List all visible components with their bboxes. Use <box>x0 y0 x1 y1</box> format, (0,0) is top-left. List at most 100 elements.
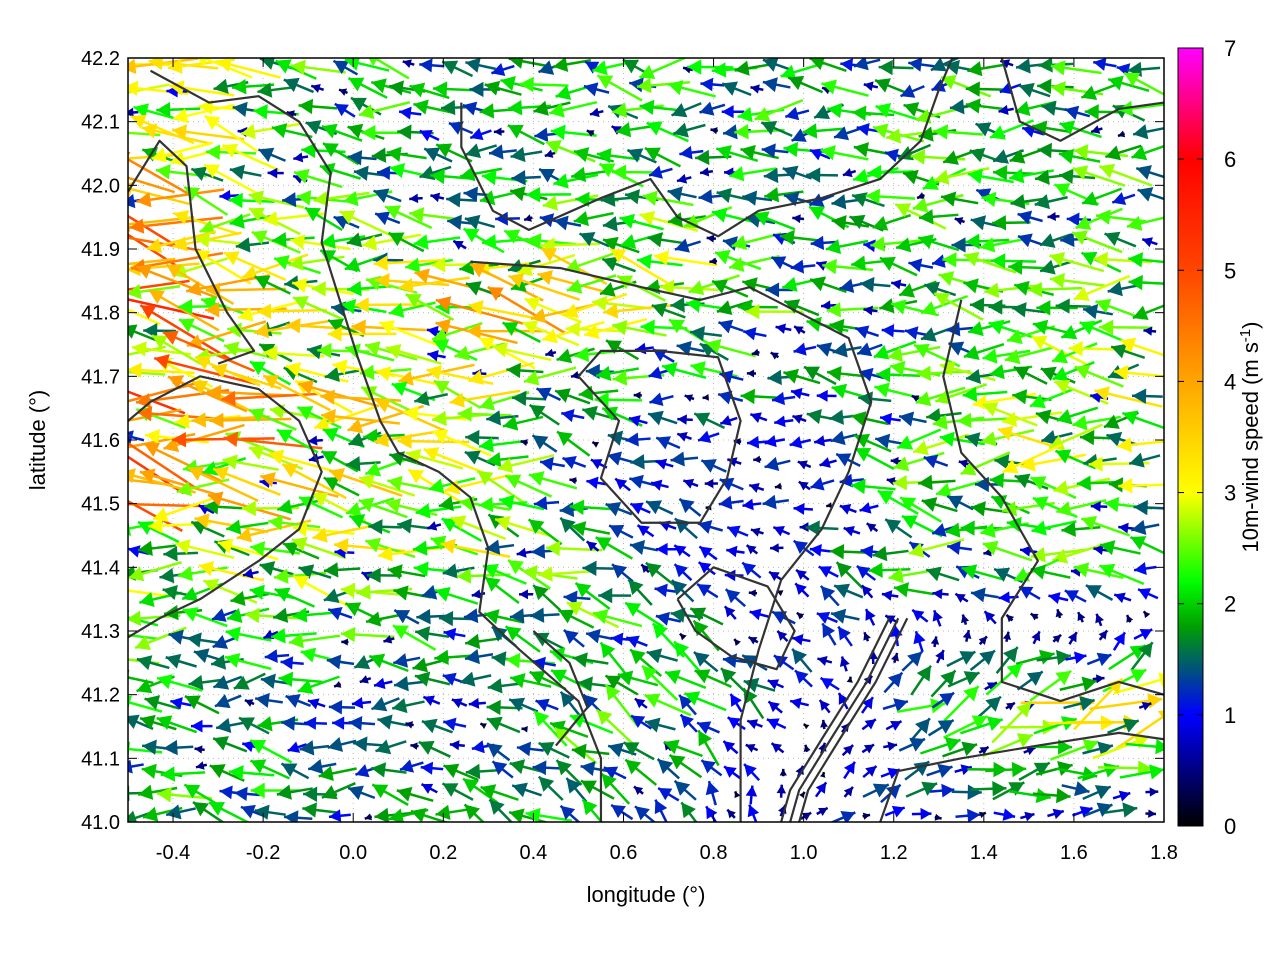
wind-arrow <box>998 105 1013 115</box>
wind-arrow <box>649 165 672 178</box>
arrow-head <box>913 761 929 776</box>
arrow-head <box>699 547 712 559</box>
arrow-head <box>367 568 381 583</box>
arrow-head <box>460 672 475 687</box>
arrow-head <box>820 457 831 468</box>
wind-arrow <box>1118 478 1182 493</box>
arrow-head <box>1032 521 1047 536</box>
arrow-head <box>225 653 240 668</box>
arrow-head <box>508 100 522 115</box>
wind-arrow <box>1031 614 1039 621</box>
wind-arrow <box>569 477 576 484</box>
wind-arrow <box>700 167 713 176</box>
wind-arrow <box>635 699 647 709</box>
wind-arrow <box>349 716 375 731</box>
wind-arrow <box>799 792 805 798</box>
wind-arrow <box>664 740 703 756</box>
wind-arrow <box>817 390 837 402</box>
wind-arrow <box>860 502 879 514</box>
wind-arrow <box>1114 632 1125 650</box>
wind-arrow <box>196 761 207 769</box>
wind-arrow <box>480 723 487 729</box>
wind-arrow <box>932 693 954 708</box>
arrow-head <box>831 609 846 624</box>
wind-arrow <box>1078 763 1119 778</box>
wind-arrow <box>1112 192 1135 205</box>
wind-arrow <box>163 740 193 755</box>
wind-arrow <box>284 78 314 92</box>
wind-arrow <box>681 715 697 732</box>
wind-arrow <box>840 657 850 672</box>
arrow-head <box>885 519 901 533</box>
arrow-head <box>679 146 692 160</box>
wind-arrow <box>796 570 809 580</box>
arrow-head <box>724 766 737 778</box>
arrow-head <box>620 214 635 229</box>
arrow-head <box>680 634 687 641</box>
wind-arrow <box>929 720 954 735</box>
wind-arrow <box>670 452 698 467</box>
arrow-head <box>1158 709 1174 723</box>
arrow-head <box>343 191 358 206</box>
arrow-head <box>936 483 952 498</box>
arrow-head <box>1024 812 1034 822</box>
arrow-head <box>630 454 644 469</box>
arrow-head <box>571 371 579 379</box>
wind-arrow <box>771 353 779 360</box>
wind-arrow <box>899 738 925 752</box>
wind-arrow <box>767 718 786 729</box>
wind-arrow <box>1080 321 1123 341</box>
arrow-head <box>932 254 946 267</box>
wind-arrow <box>955 594 967 603</box>
arrow-head <box>1055 671 1071 685</box>
wind-arrow <box>628 580 651 605</box>
arrow-head <box>675 238 690 252</box>
wind-arrow <box>864 81 878 91</box>
wind-arrow <box>905 761 929 779</box>
arrow-head <box>1065 106 1080 120</box>
wind-arrow <box>790 698 809 709</box>
arrow-head <box>816 782 826 794</box>
arrow-head <box>192 412 206 427</box>
wind-arrow <box>612 564 633 581</box>
wind-arrow <box>329 700 355 714</box>
arrow-head <box>726 546 737 557</box>
wind-arrow <box>1095 614 1104 626</box>
arrow-head <box>413 100 428 115</box>
arrow-head <box>348 419 364 434</box>
wind-arrow <box>867 523 878 532</box>
arrow-head <box>430 193 440 202</box>
wind-arrow <box>260 561 294 576</box>
arrow-head <box>964 345 980 360</box>
arrow-head <box>656 543 668 556</box>
arrow-head <box>439 611 453 626</box>
arrow-head <box>372 148 386 163</box>
wind-arrow <box>749 483 764 493</box>
wind-arrow <box>1031 564 1071 579</box>
arrow-head <box>394 676 409 691</box>
wind-arrow <box>750 609 769 621</box>
wind-arrow <box>444 628 466 641</box>
wind-arrow <box>865 609 875 625</box>
arrow-head <box>765 457 780 471</box>
arrow-head <box>913 441 929 456</box>
x-tick-label: 0.4 <box>519 842 547 864</box>
wind-arrow <box>1056 609 1064 618</box>
wind-arrow <box>257 304 327 319</box>
arrow-shaft <box>1114 709 1173 749</box>
wind-arrow <box>933 610 943 626</box>
arrow-head <box>1057 409 1073 424</box>
wind-arrow <box>707 235 716 243</box>
arrow-head <box>450 740 460 750</box>
arrow-head <box>1144 611 1151 618</box>
wind-arrow <box>675 518 697 538</box>
wind-arrow <box>626 432 651 446</box>
arrow-head <box>807 409 822 424</box>
arrow-head <box>857 566 871 579</box>
y-tick-label: 41.1 <box>81 748 120 770</box>
arrow-head <box>119 760 133 774</box>
wind-arrow <box>510 673 551 688</box>
arrow-head <box>149 55 164 70</box>
wind-arrow <box>679 499 700 516</box>
wind-arrow <box>530 405 560 425</box>
